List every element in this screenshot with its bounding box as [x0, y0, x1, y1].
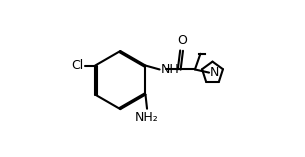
Text: NH₂: NH₂: [135, 111, 159, 124]
Text: Cl: Cl: [71, 59, 83, 72]
Text: N: N: [210, 66, 219, 79]
Text: NH: NH: [160, 63, 179, 76]
Text: O: O: [178, 35, 187, 47]
